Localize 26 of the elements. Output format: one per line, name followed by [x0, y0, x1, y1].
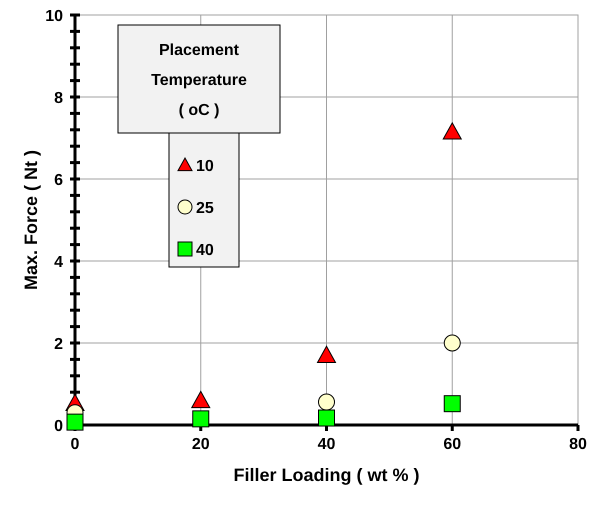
y-tick-label: 10	[45, 8, 64, 25]
y-tick-label: 2	[54, 336, 64, 353]
point	[192, 410, 210, 428]
y-tick-label: 8	[54, 90, 64, 107]
x-tick-label: 20	[192, 436, 210, 453]
point	[444, 395, 461, 412]
y-tick-label: 4	[54, 254, 64, 271]
legend-label: 40	[196, 242, 214, 259]
y-axis-title: Max. Force ( Nt )	[21, 150, 41, 290]
y-tick-label: 0	[54, 418, 64, 435]
point	[191, 390, 210, 408]
point	[66, 414, 84, 431]
x-tick-label: 80	[569, 436, 587, 453]
point	[318, 410, 335, 427]
point	[442, 122, 462, 140]
point	[444, 334, 461, 352]
x-axis-title: Filler Loading ( wt % )	[234, 465, 420, 485]
x-tick-label: 60	[443, 436, 462, 453]
x-tick-label: 0	[70, 436, 80, 453]
legend-title: Placement Temperature ( oC )	[151, 42, 247, 119]
legend-label: 10	[196, 158, 214, 175]
x-tick-label: 40	[318, 436, 336, 453]
y-tick-label: 6	[54, 172, 64, 189]
point	[317, 346, 336, 363]
legend-label: 25	[196, 200, 214, 217]
point	[318, 394, 335, 411]
